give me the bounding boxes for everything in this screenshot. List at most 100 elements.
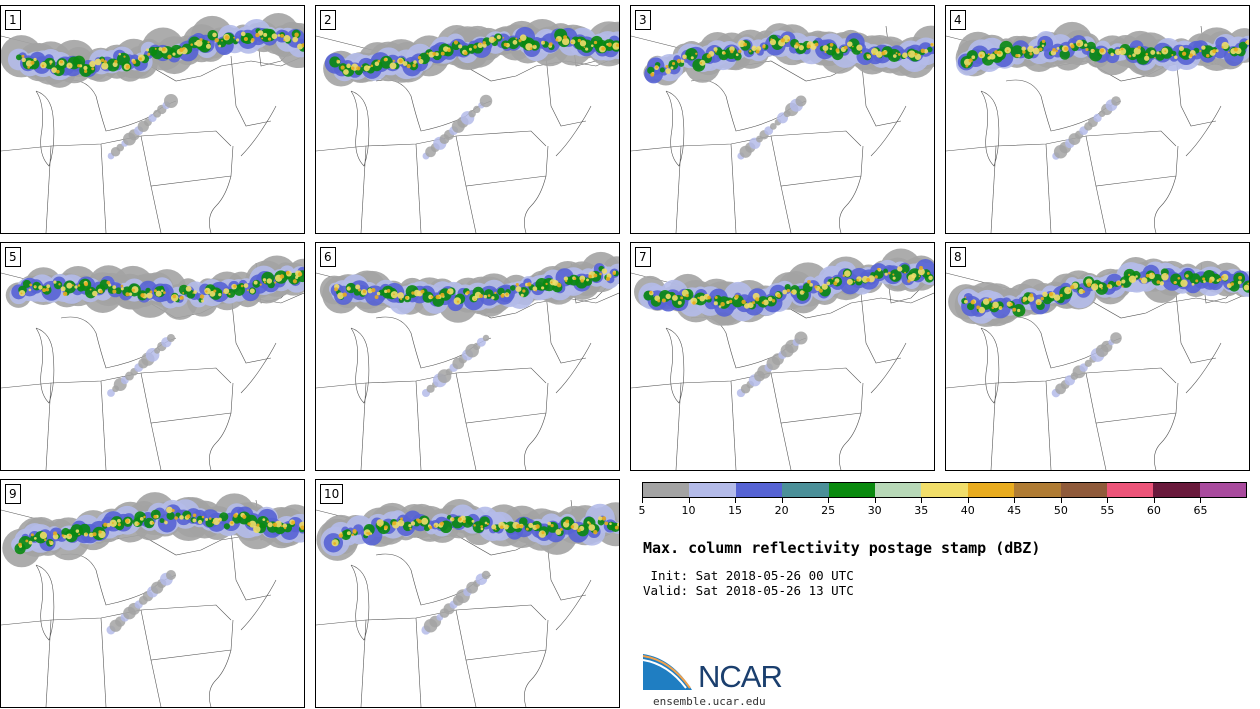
- reflectivity-cell: [233, 36, 236, 39]
- reflectivity-cell: [604, 521, 609, 526]
- reflectivity-cell: [535, 289, 537, 292]
- reflectivity-cell: [676, 58, 682, 64]
- reflectivity-cell: [516, 523, 521, 529]
- reflectivity-cell: [769, 39, 777, 46]
- reflectivity-cell: [794, 331, 808, 345]
- reflectivity-cell: [291, 520, 296, 525]
- reflectivity-cell: [167, 334, 175, 342]
- boundary-line: [980, 90, 1000, 167]
- reflectivity-cell: [151, 521, 155, 525]
- reflectivity-cell: [44, 538, 47, 542]
- reflectivity-cell: [1227, 51, 1230, 54]
- boundary-line: [45, 619, 52, 707]
- reflectivity-cell: [1084, 359, 1092, 367]
- reflectivity-cell: [902, 52, 908, 59]
- reflectivity-cell: [866, 278, 871, 282]
- reflectivity-cell: [292, 36, 299, 43]
- reflectivity-cell: [782, 289, 788, 295]
- boundary-line: [1045, 380, 1052, 470]
- reflectivity-cell: [1093, 113, 1102, 123]
- reflectivity-cell: [199, 294, 205, 299]
- reflectivity-cell: [814, 42, 819, 47]
- radar-map: [1, 255, 304, 470]
- reflectivity-cell: [762, 299, 769, 306]
- reflectivity-cell: [1128, 273, 1131, 276]
- reflectivity-cell: [377, 59, 381, 63]
- reflectivity-cell: [503, 42, 508, 47]
- boundary-line: [730, 143, 737, 233]
- reflectivity-cell: [28, 288, 32, 292]
- member-panel-10: 10: [315, 479, 620, 708]
- boundary-line: [455, 135, 549, 187]
- reflectivity-cell: [502, 37, 505, 39]
- reflectivity-cell: [186, 514, 191, 519]
- boundary-line: [860, 55, 902, 127]
- reflectivity-cell: [240, 31, 246, 37]
- reflectivity-cell: [153, 514, 158, 519]
- reflectivity-cell: [300, 525, 304, 530]
- reflectivity-cell: [89, 60, 96, 68]
- boundary-line: [839, 412, 862, 470]
- reflectivity-cell: [374, 295, 379, 300]
- reflectivity-cell: [164, 520, 166, 522]
- reflectivity-cell: [338, 533, 344, 538]
- boundary-line: [1085, 372, 1179, 424]
- colorbar-tick: [828, 498, 830, 503]
- colorbar-tick-label: 40: [960, 504, 975, 517]
- reflectivity-cell: [1140, 277, 1148, 284]
- radar-map: [1, 12, 304, 233]
- reflectivity-cell: [612, 271, 616, 275]
- reflectivity-cell: [835, 48, 840, 53]
- reflectivity-cell: [53, 280, 57, 284]
- reflectivity-cell: [118, 52, 122, 56]
- reflectivity-cell: [1230, 282, 1234, 286]
- reflectivity-cell: [1116, 281, 1121, 286]
- reflectivity-cell: [988, 297, 992, 302]
- reflectivity-cell: [267, 37, 272, 41]
- reflectivity-cell: [379, 525, 382, 528]
- boundary-line: [375, 316, 492, 369]
- reflectivity-cell: [802, 291, 805, 294]
- reflectivity-cell: [730, 49, 734, 54]
- reflectivity-cell: [561, 37, 570, 46]
- reflectivity-cell: [588, 274, 592, 279]
- reflectivity-cell: [780, 38, 786, 43]
- colorbar-tick-label: 25: [821, 504, 836, 517]
- reflectivity-cell: [266, 520, 269, 523]
- reflectivity-cell: [1133, 47, 1141, 55]
- reflectivity-cell: [573, 277, 577, 280]
- colorbar-tick-label: 65: [1193, 504, 1208, 517]
- reflectivity-cell: [103, 522, 108, 527]
- boundary-line: [140, 609, 234, 661]
- reflectivity-cell: [500, 525, 504, 529]
- reflectivity-cell: [787, 39, 790, 42]
- reflectivity-cell: [1221, 275, 1224, 279]
- boundary-line: [780, 185, 792, 233]
- reflectivity-cell: [124, 518, 130, 524]
- reflectivity-cell: [1245, 41, 1247, 44]
- reflectivity-cell: [706, 53, 712, 59]
- reflectivity-cell: [1156, 280, 1161, 284]
- reflectivity-cell: [586, 278, 589, 282]
- member-panel-9: 9: [0, 479, 305, 708]
- reflectivity-cell: [714, 296, 718, 300]
- reflectivity-cell: [440, 292, 445, 297]
- member-label: 10: [320, 484, 344, 504]
- reflectivity-cell: [468, 47, 472, 51]
- colorbar-tick: [781, 498, 783, 503]
- reflectivity-cell: [718, 305, 722, 308]
- radar-map: [631, 248, 934, 470]
- boundary-line: [545, 55, 587, 127]
- reflectivity-cell: [400, 517, 403, 521]
- colorbar-segment: [643, 483, 690, 497]
- reflectivity-cell: [484, 521, 488, 525]
- reflectivity-cell: [112, 289, 117, 294]
- reflectivity-cell: [1135, 275, 1138, 278]
- reflectivity-cell: [247, 522, 251, 526]
- reflectivity-cell: [994, 50, 999, 55]
- reflectivity-cell: [588, 524, 596, 531]
- reflectivity-cell: [167, 54, 172, 59]
- reflectivity-cell: [1137, 45, 1141, 50]
- reflectivity-cell: [833, 281, 838, 286]
- reflectivity-cell: [907, 52, 911, 55]
